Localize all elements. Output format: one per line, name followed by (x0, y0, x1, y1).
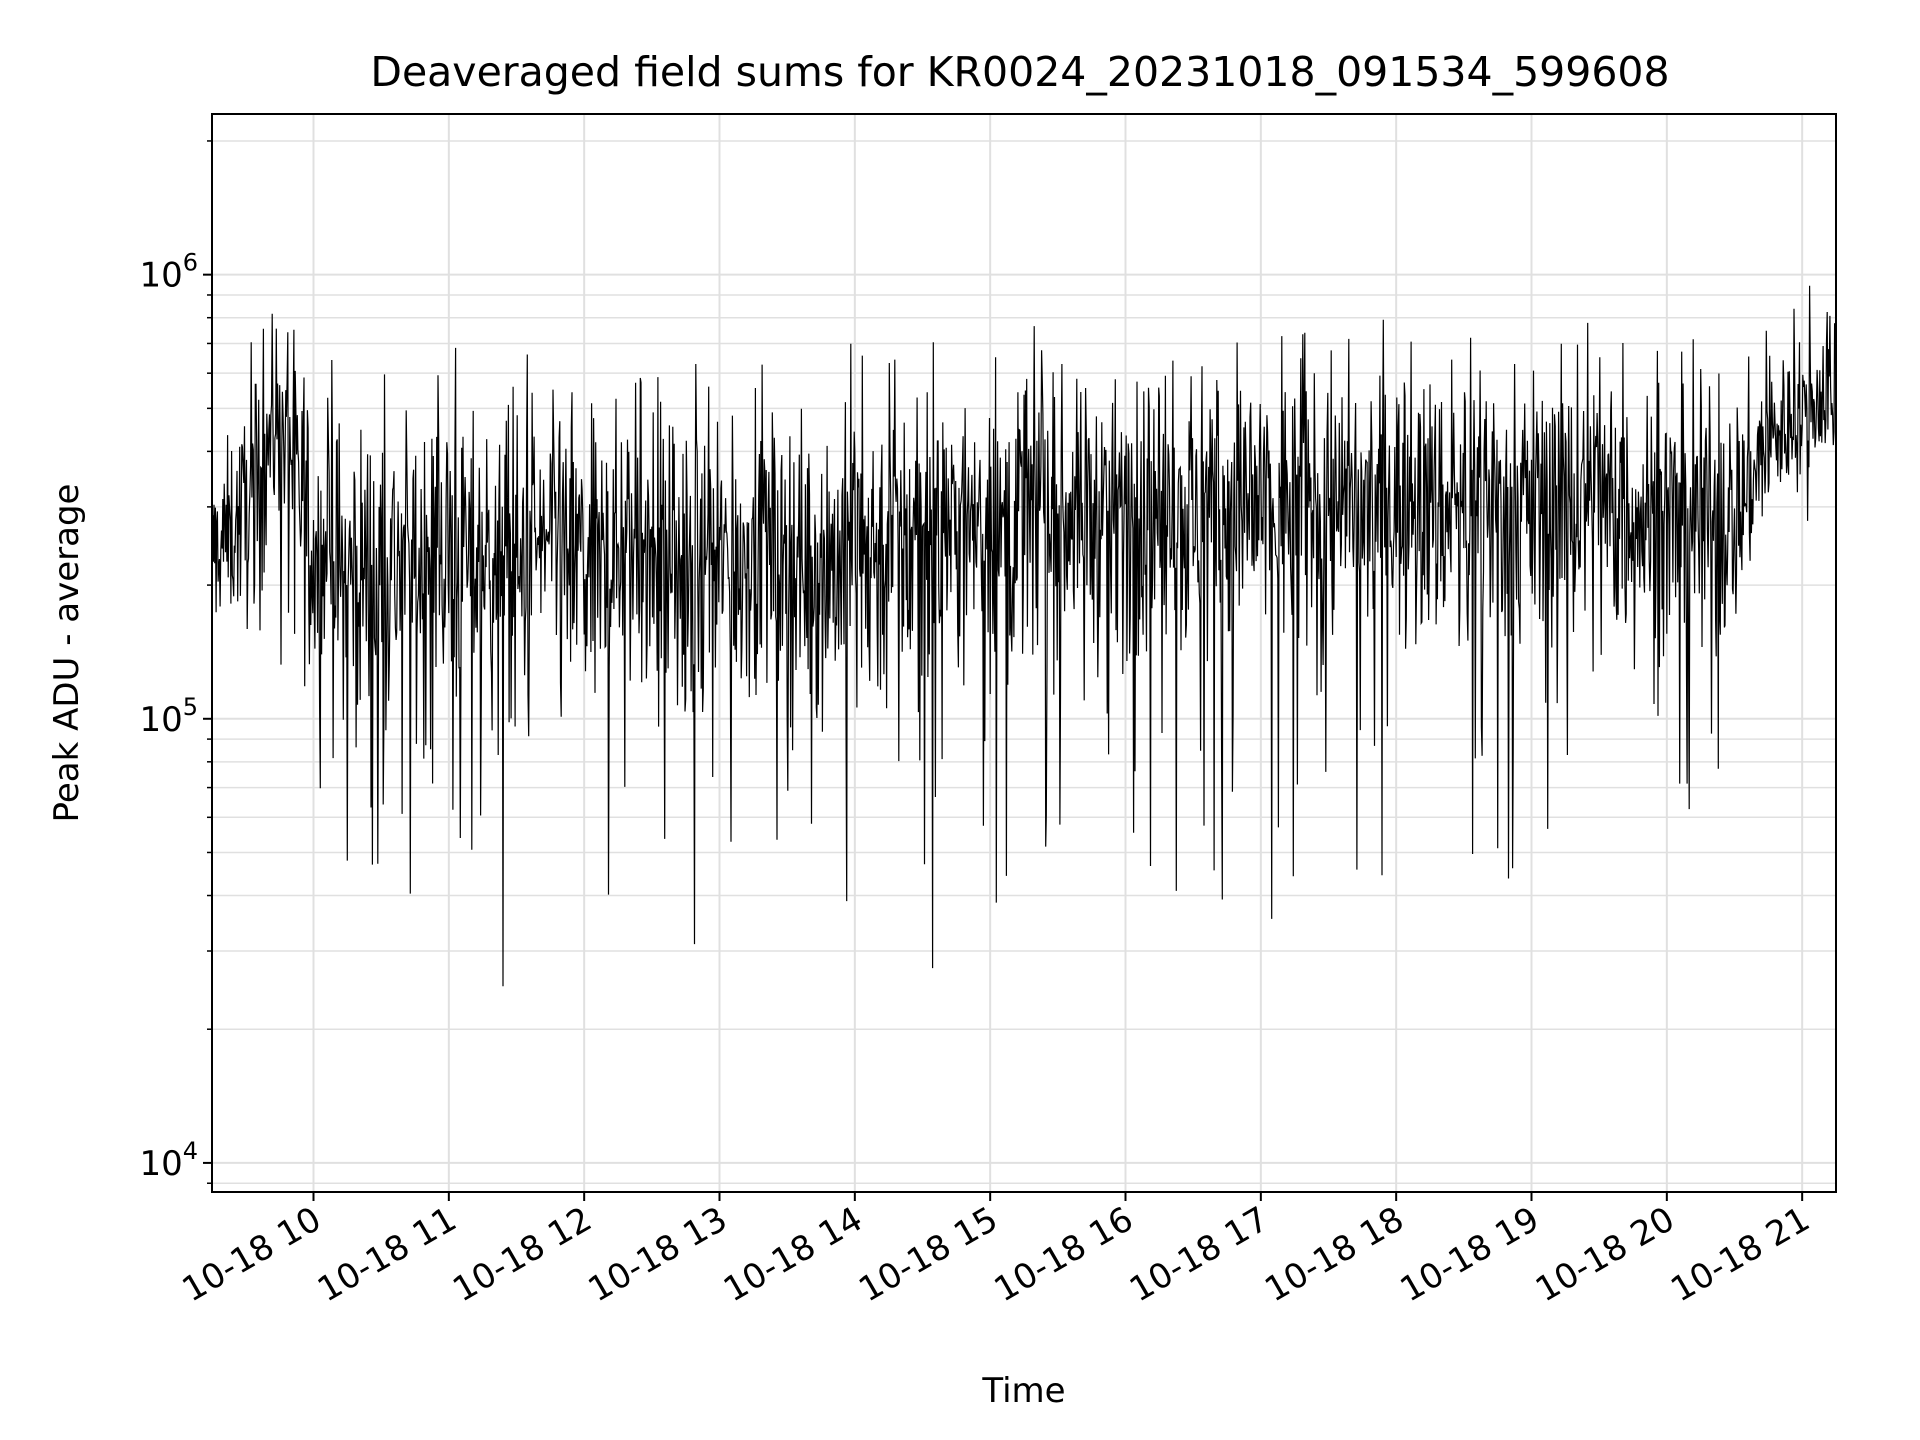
x-axis-label: Time (981, 1371, 1065, 1411)
plot-area (211, 113, 1837, 1193)
series-layer (212, 285, 1836, 987)
y-tick-label: 106 (139, 249, 198, 296)
y-tick-base: 10 (139, 1144, 182, 1184)
plot-frame (211, 113, 1837, 1193)
y-tick-label: 104 (139, 1137, 198, 1184)
y-tick-exponent: 6 (183, 249, 198, 277)
y-axis-label: Peak ADU - average (47, 484, 87, 823)
y-tick-exponent: 4 (183, 1137, 198, 1165)
chart-title: Deaveraged field sums for KR0024_2023101… (370, 48, 1669, 96)
y-tick-exponent: 5 (183, 693, 198, 721)
y-tick-label: 105 (139, 693, 198, 740)
y-tick-base: 10 (139, 700, 182, 740)
y-tick-base: 10 (139, 256, 182, 296)
series-line (212, 285, 1836, 987)
